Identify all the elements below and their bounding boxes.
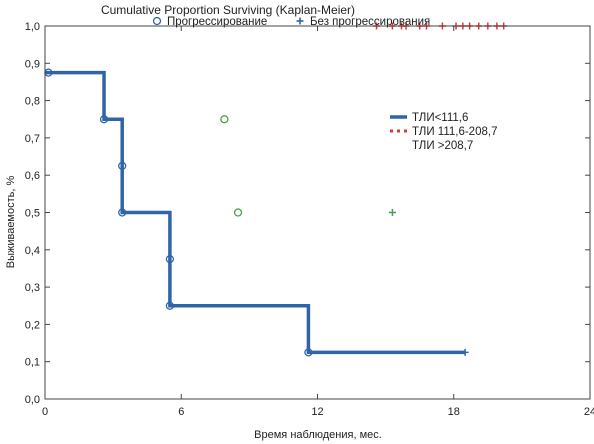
legend-top: Прогрессирование Без прогрессирования [152, 16, 430, 28]
axis-layer: 0,0 0,1 0,2 0,3 0,4 0,5 0,6 0,7 0,8 0,9 1,0 0 6 12 18 2… [25, 21, 594, 418]
legend-right-label: ТЛИ >208,7 [412, 140, 473, 152]
legend-top-label: Прогрессирование [167, 16, 267, 28]
x-tick-label: 24 [584, 406, 594, 418]
event-marker [165, 254, 175, 264]
legend-circle-icon [152, 16, 162, 26]
y-tick-label: 0,5 [25, 208, 40, 220]
event-marker [118, 161, 127, 171]
x-tick-label: 6 [178, 406, 184, 418]
x-tick-label: 18 [448, 406, 460, 418]
x-axis-label: Время наблюдения, мес. [254, 429, 382, 441]
series-1 [44, 68, 469, 357]
event-marker [304, 348, 313, 357]
y-tick-label: 0,3 [25, 282, 40, 294]
y-tick-label: 0,1 [25, 357, 40, 369]
chart-title: Cumulative Proportion Surviving (Kaplan-… [101, 3, 355, 17]
legend-right-label: ТЛИ 111,6-208,7 [412, 126, 497, 138]
y-tick-label: 0,8 [25, 96, 40, 108]
plot-layer [44, 22, 508, 357]
legend-right-label: ТЛИ<111,6 [412, 112, 468, 124]
censored-marker [388, 209, 396, 216]
y-tick-label: 0,6 [25, 170, 40, 182]
y-tick-label: 0,2 [25, 319, 40, 331]
legend-layer: Прогрессирование Без прогрессирования ТЛИ<… [152, 16, 497, 152]
event-marker [220, 115, 229, 124]
y-tick-label: 0,7 [25, 133, 40, 145]
x-tick-label: 12 [311, 406, 323, 418]
y-tick-label: 1,0 [25, 21, 40, 33]
x-tick-label: 0 [42, 406, 48, 418]
event-marker [233, 208, 243, 217]
censored-marker [461, 348, 469, 356]
event-marker [99, 115, 109, 124]
y-tick-label: 0,4 [25, 245, 40, 257]
survival-curve [45, 70, 466, 355]
y-tick-label: 0,9 [25, 58, 40, 70]
event-marker [165, 301, 175, 310]
legend-top-label: Без прогрессирования [310, 16, 430, 28]
series-3 [220, 115, 396, 217]
y-tick-label: 0,0 [25, 394, 40, 406]
y-axis-label: Выживаемость, % [5, 176, 17, 269]
legend-right: ТЛИ<111,6 ТЛИ 111,6-208,7 ТЛИ >208,7 [390, 112, 497, 152]
event-marker [118, 208, 127, 217]
